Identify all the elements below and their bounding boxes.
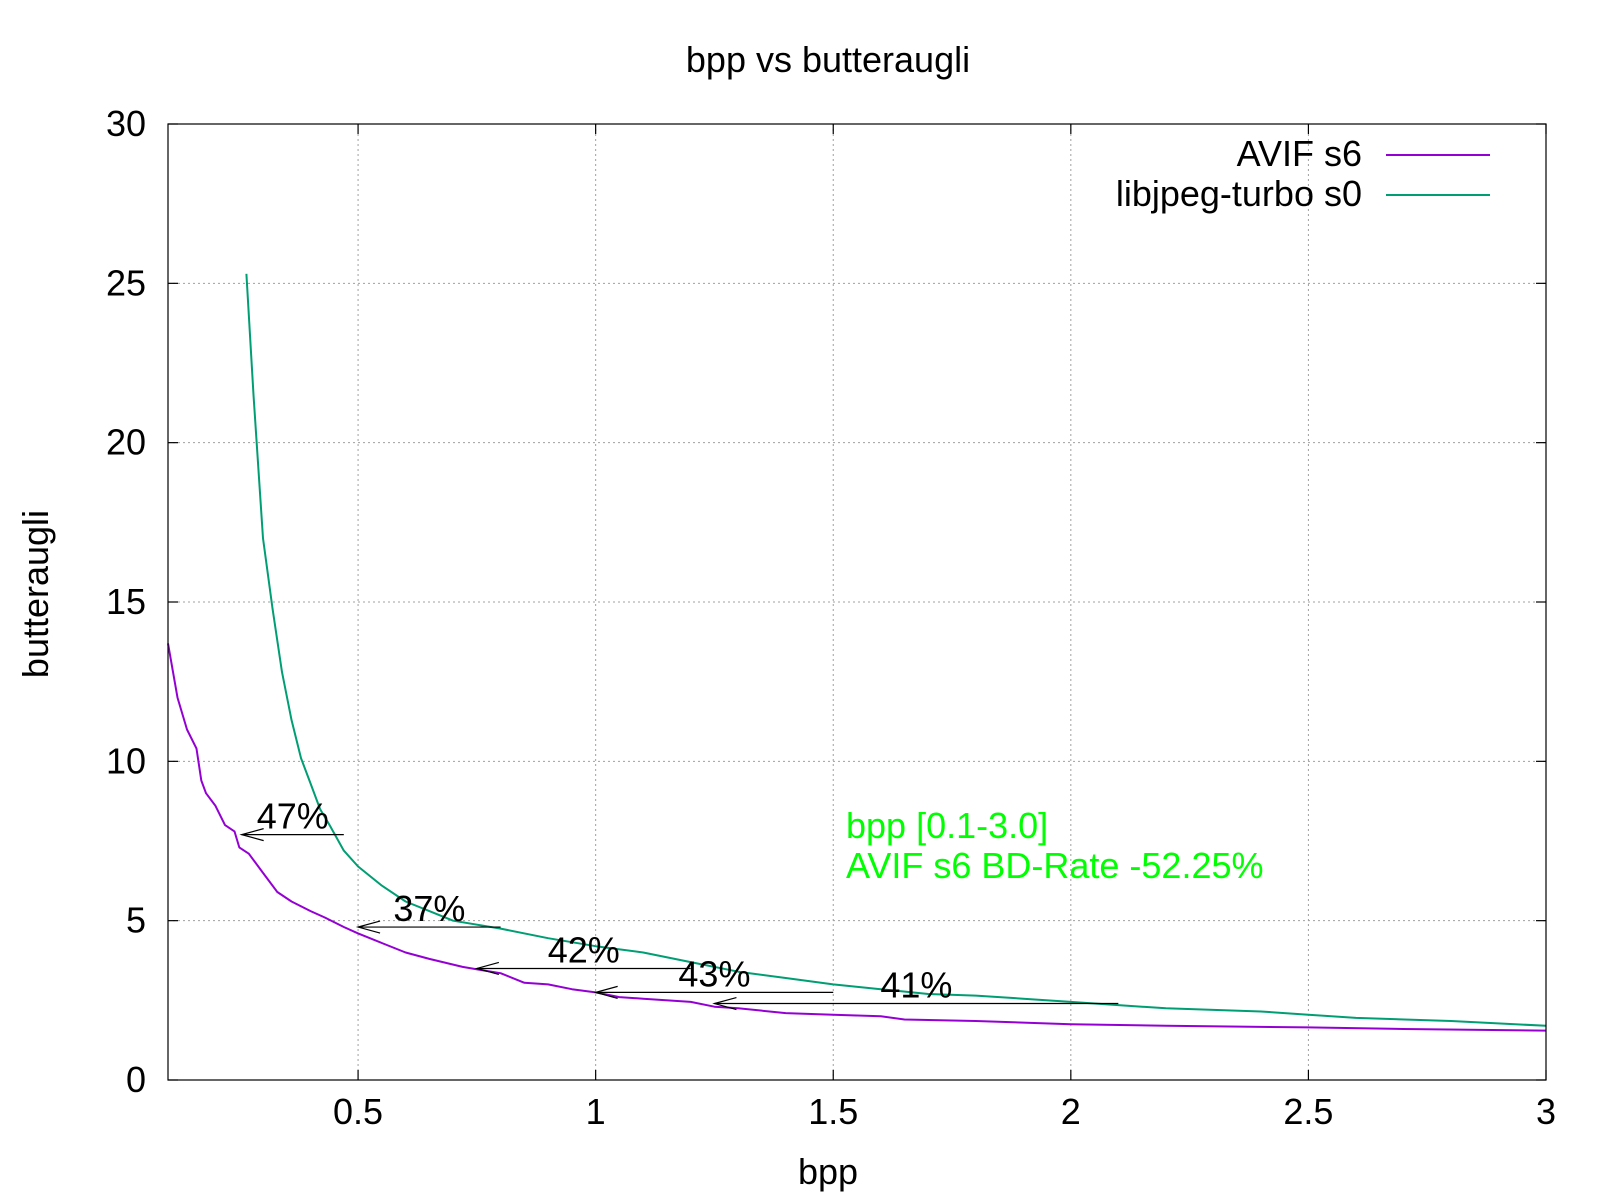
y-tick-label: 30 [106, 103, 146, 144]
annotation-layer: 47% 37% 42% 43% 41% [239, 796, 1119, 1011]
y-tick-label: 0 [126, 1059, 146, 1100]
x-tick-label: 1 [586, 1091, 606, 1132]
series-line-avif-s6 [167, 643, 1547, 1032]
x-tick-label: 2 [1061, 1091, 1081, 1132]
legend-label-libjpeg-turbo-s0: libjpeg-turbo s0 [1116, 173, 1362, 214]
series-line-libjpeg-turbo-s0 [245, 273, 1547, 1027]
annotation-label: 42% [548, 929, 620, 970]
annotation-arrowhead [474, 961, 500, 976]
y-tick-label: 15 [106, 581, 146, 622]
y-tick-label: 25 [106, 262, 146, 303]
x-tick-label: 2.5 [1283, 1091, 1333, 1132]
x-tick-label: 3 [1536, 1091, 1556, 1132]
x-tick-label: 0.5 [333, 1091, 383, 1132]
legend-label-avif-s6: AVIF s6 [1237, 133, 1362, 174]
annotation-label: 41% [880, 965, 952, 1006]
annotation-arrowhead [239, 828, 264, 842]
y-tick-label: 5 [126, 900, 146, 941]
annotation-arrowhead [712, 996, 737, 1011]
annotation-arrowhead [593, 985, 618, 999]
x-tick-label: 1.5 [808, 1091, 858, 1132]
y-axis-label: butteraugli [15, 510, 56, 678]
annotation-label: 47% [257, 796, 329, 837]
series-layer [167, 273, 1547, 1032]
chart-title: bpp vs butteraugli [686, 39, 970, 80]
annotation-label: 43% [678, 953, 750, 994]
x-axis-label: bpp [798, 1151, 858, 1192]
bpp-range-text: bpp [0.1-3.0] [846, 805, 1048, 846]
bd-rate-text: AVIF s6 BD-Rate -52.25% [846, 845, 1264, 886]
y-tick-label: 10 [106, 740, 146, 781]
bd-rate-info: bpp [0.1-3.0] AVIF s6 BD-Rate -52.25% [846, 805, 1264, 886]
annotation-label: 37% [393, 888, 465, 929]
legend: AVIF s6 libjpeg-turbo s0 [1116, 133, 1490, 214]
annotation-arrowhead [355, 920, 381, 934]
grid [168, 124, 1546, 1080]
y-tick-label: 20 [106, 422, 146, 463]
